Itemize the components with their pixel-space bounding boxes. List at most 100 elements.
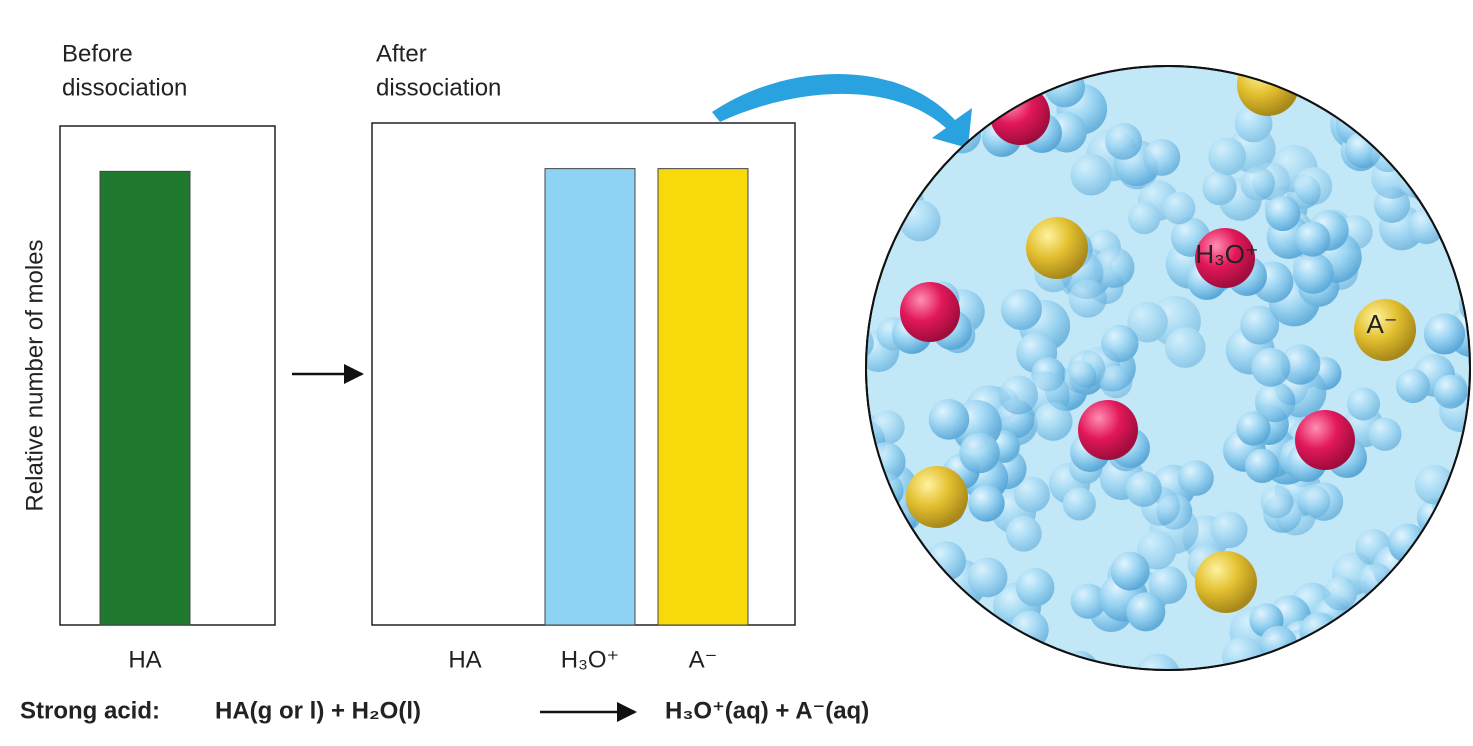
x-tick-label: A⁻: [689, 646, 718, 673]
panel-title: dissociation: [376, 74, 501, 101]
water-atom: [1241, 166, 1275, 200]
water-atom: [1424, 313, 1465, 354]
hydronium-o: [1078, 400, 1138, 460]
water-atom: [1453, 643, 1473, 676]
water-atom: [1320, 648, 1354, 682]
anion: [1237, 54, 1299, 116]
water-atom: [1105, 123, 1142, 160]
water-molecule: [1371, 139, 1432, 199]
water-atom: [1400, 648, 1439, 687]
water-atom: [1126, 592, 1165, 631]
water-atom: [1434, 375, 1468, 409]
water-atom: [1006, 516, 1042, 552]
water-atom: [1069, 280, 1107, 318]
water-atom: [1433, 533, 1473, 580]
water-atom: [841, 25, 874, 58]
water-atom: [1122, 675, 1158, 711]
water-atom: [1373, 683, 1412, 722]
ion-label: H₃O⁺: [1195, 239, 1258, 269]
water-atom: [1162, 669, 1198, 705]
water-atom: [1236, 411, 1270, 445]
water-molecule: [823, 601, 881, 670]
water-atom: [1357, 634, 1396, 673]
water-atom: [1347, 387, 1380, 420]
water-atom: [1394, 113, 1434, 153]
ion-label: A⁻: [1366, 309, 1397, 339]
x-tick-label: H₃O⁺: [561, 646, 619, 673]
water-atom: [850, 143, 883, 176]
zoom-arrow: [712, 74, 972, 148]
water-atom: [929, 399, 970, 440]
water-atom: [1295, 222, 1330, 257]
water-atom: [1434, 160, 1467, 193]
water-atom: [1449, 575, 1473, 610]
water-atom: [845, 450, 884, 489]
water-atom: [1421, 614, 1461, 654]
water-atom: [1297, 485, 1330, 518]
water-molecule: [1422, 575, 1473, 640]
water-atom: [1165, 327, 1206, 368]
water-atom: [1388, 524, 1427, 563]
water-molecule: [1376, 96, 1436, 153]
water-atom: [1418, 653, 1451, 686]
water-atom: [886, 139, 919, 172]
equation-reactants: HA(g or l) + H₂O(l): [215, 697, 421, 724]
water-atom: [862, 120, 901, 159]
water-atom: [835, 497, 874, 536]
water-atom: [1396, 369, 1430, 403]
water-atom: [1034, 402, 1073, 441]
water-atom: [1100, 366, 1133, 399]
water-atom: [1027, 677, 1065, 715]
bar: [100, 171, 190, 625]
water-atom: [1245, 449, 1279, 483]
water-atom: [1261, 485, 1294, 518]
water-atom: [1208, 138, 1246, 176]
x-tick-label: HA: [128, 646, 161, 673]
water-atom: [1371, 139, 1404, 172]
hydronium-o: [900, 282, 960, 342]
water-atom: [1438, 534, 1473, 570]
water-atom: [1143, 139, 1180, 176]
water-molecule: [1424, 516, 1473, 580]
water-atom: [1425, 606, 1460, 641]
water-atom: [1063, 487, 1096, 520]
equation-products: H₃O⁺(aq) + A⁻(aq): [665, 697, 869, 724]
water-molecule: [1369, 648, 1439, 722]
water-atom: [1391, 53, 1427, 89]
water-atom: [926, 541, 966, 581]
water-atom: [1409, 38, 1454, 83]
water-atom: [1359, 91, 1399, 131]
x-tick-label: HA: [448, 646, 481, 673]
water-atom: [1293, 253, 1334, 294]
water-atom: [815, 417, 854, 456]
water-atom: [823, 601, 857, 635]
water-atom: [1406, 583, 1457, 634]
anion: [1195, 551, 1257, 613]
water-atom: [1354, 602, 1394, 642]
water-atom: [1459, 466, 1473, 506]
water-atom: [1128, 202, 1160, 234]
water-atom: [871, 410, 905, 444]
bar: [658, 169, 748, 625]
water-molecule: [1027, 647, 1099, 715]
water-molecule: [1346, 594, 1412, 673]
water-atom: [850, 484, 890, 524]
water-atom: [1178, 460, 1214, 496]
water-atom: [1300, 612, 1338, 650]
water-atom: [886, 157, 925, 196]
water-atom: [1368, 418, 1401, 451]
water-atom: [851, 508, 900, 557]
water-atom: [1415, 465, 1455, 505]
water-atom: [1463, 532, 1473, 569]
water-atom: [1424, 516, 1461, 553]
water-atom: [1409, 163, 1451, 205]
panel-title: dissociation: [62, 74, 187, 101]
water-atom: [839, 610, 882, 653]
water-atom: [843, 652, 891, 700]
water-atom: [1398, 566, 1437, 605]
water-atom: [1323, 576, 1357, 610]
water-atom: [1346, 603, 1394, 651]
anion: [906, 466, 968, 528]
water-atom: [1045, 67, 1085, 107]
